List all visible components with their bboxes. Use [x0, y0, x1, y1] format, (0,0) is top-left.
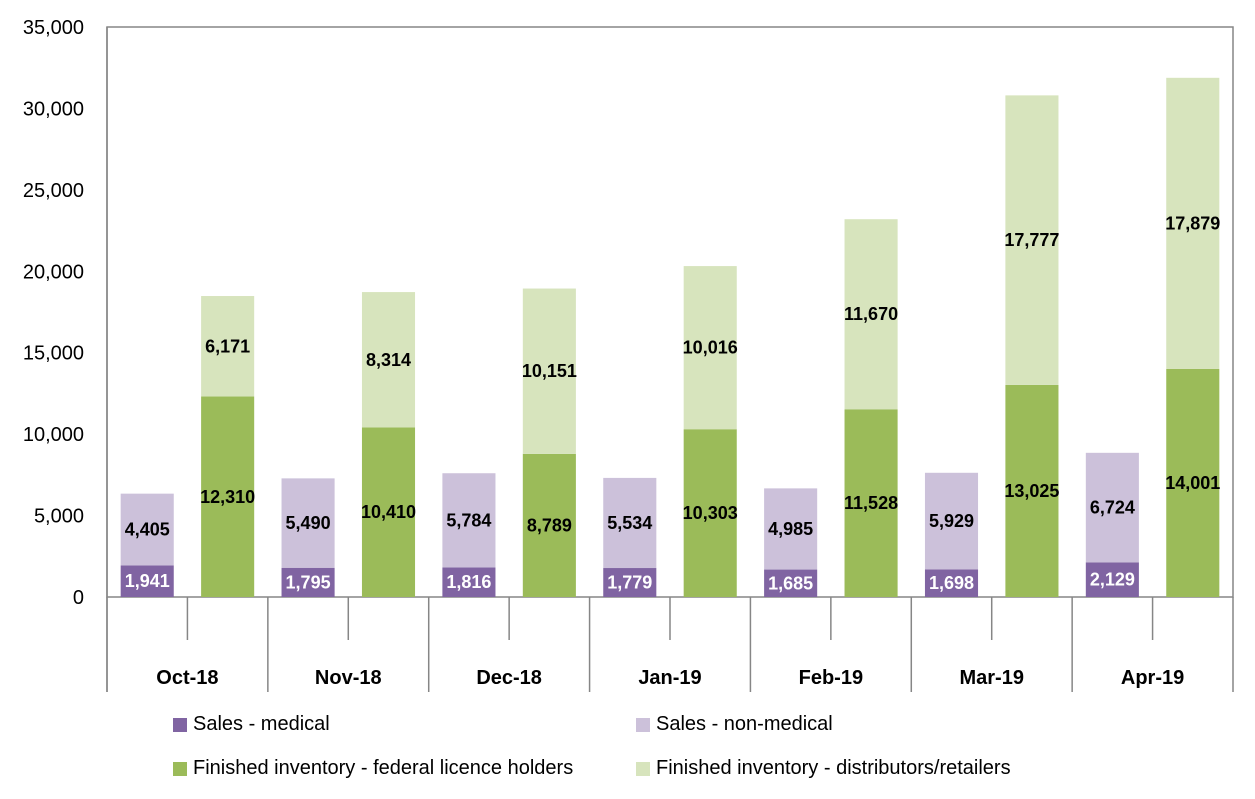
bar-data-label: 1,698 — [929, 573, 974, 593]
bar-data-label: 8,789 — [527, 515, 572, 535]
bar-segment — [120, 493, 174, 566]
bar-data-label: 8,314 — [366, 350, 411, 370]
y-tick-label: 0 — [73, 587, 84, 609]
bar-data-label: 17,879 — [1165, 213, 1220, 233]
bar-segment — [1166, 77, 1220, 369]
bar-data-label: 10,151 — [522, 361, 577, 381]
bar-data-label: 17,777 — [1004, 230, 1059, 250]
bar-data-label: 4,985 — [768, 519, 813, 539]
x-category-label: Apr-19 — [1121, 667, 1184, 689]
bar-segment — [764, 488, 818, 570]
y-tick-label: 35,000 — [23, 17, 84, 39]
bar-segment — [924, 569, 979, 597]
bar-segment — [924, 472, 979, 570]
bar-data-label: 1,941 — [125, 571, 170, 591]
bar-segment — [201, 296, 255, 397]
bar-segment — [683, 429, 737, 597]
bar-segment — [764, 569, 818, 597]
chart-data-labels: 1,941 4,405 1,795 5,490 1,816 5,784 1,779 5,534… — [125, 213, 1221, 593]
bar-data-label: 10,016 — [683, 338, 738, 358]
bar-segment — [442, 473, 496, 568]
y-tick-label: 25,000 — [23, 180, 84, 202]
bar-segment — [1005, 95, 1059, 385]
bar-data-label: 11,528 — [844, 493, 898, 513]
bar-data-label: 10,303 — [683, 503, 738, 523]
bar-segment — [442, 567, 496, 597]
bar-data-label: 13,025 — [1004, 481, 1059, 501]
y-tick-label: 30,000 — [23, 98, 84, 120]
bar-data-label: 10,410 — [361, 502, 416, 522]
bar-segment — [1005, 384, 1059, 597]
x-category-label: Jan-19 — [638, 667, 701, 689]
bar-segment — [522, 288, 576, 454]
x-category-label: Nov-18 — [315, 667, 382, 689]
bar-segment — [522, 453, 576, 597]
bar-data-label: 1,779 — [607, 573, 652, 593]
bar-data-label: 6,171 — [205, 336, 250, 356]
bar-data-label: 5,929 — [929, 511, 974, 531]
bar-data-label: 5,490 — [286, 513, 331, 533]
x-category-label: Feb-19 — [799, 667, 863, 689]
y-tick-label: 20,000 — [23, 261, 84, 283]
bar-segment — [683, 266, 737, 430]
bar-segment — [844, 219, 898, 410]
bar-data-label: 1,816 — [446, 572, 491, 592]
bar-segment — [281, 567, 335, 597]
bar-segment — [844, 409, 898, 597]
bar-segment — [1085, 452, 1139, 563]
bar-segment — [361, 427, 416, 597]
x-category-label: Mar-19 — [959, 667, 1023, 689]
chart-axes: 0 5,000 10,000 15,000 20,000 25,000 30,000 35,0… — [23, 17, 1234, 692]
y-tick-label: 15,000 — [23, 343, 84, 365]
bar-segment — [603, 477, 657, 569]
y-tick-label: 5,000 — [34, 506, 84, 528]
chart-bars — [120, 77, 1220, 597]
bar-segment — [120, 565, 174, 597]
bar-data-label: 5,784 — [446, 510, 491, 530]
y-tick-label: 10,000 — [23, 424, 84, 446]
bar-segment — [603, 568, 657, 597]
bar-data-label: 1,685 — [768, 573, 813, 593]
bar-data-label: 11,670 — [844, 304, 898, 324]
bar-segment — [1085, 562, 1139, 597]
bar-data-label: 14,001 — [1165, 473, 1220, 493]
bar-data-label: 1,795 — [286, 572, 331, 592]
bar-segment — [1166, 368, 1220, 597]
bar-data-label: 5,534 — [607, 513, 652, 533]
plot-area-border — [106, 26, 1234, 598]
bar-segment — [201, 396, 255, 597]
bar-data-label: 12,310 — [200, 487, 255, 507]
bar-data-label: 4,405 — [125, 520, 170, 540]
x-category-label: Dec-18 — [476, 667, 542, 689]
bar-data-label: 2,129 — [1090, 570, 1135, 590]
bar-segment — [361, 292, 416, 428]
bar-segment — [281, 478, 335, 568]
x-category-label: Oct-18 — [156, 667, 218, 689]
bar-data-label: 6,724 — [1090, 498, 1135, 518]
